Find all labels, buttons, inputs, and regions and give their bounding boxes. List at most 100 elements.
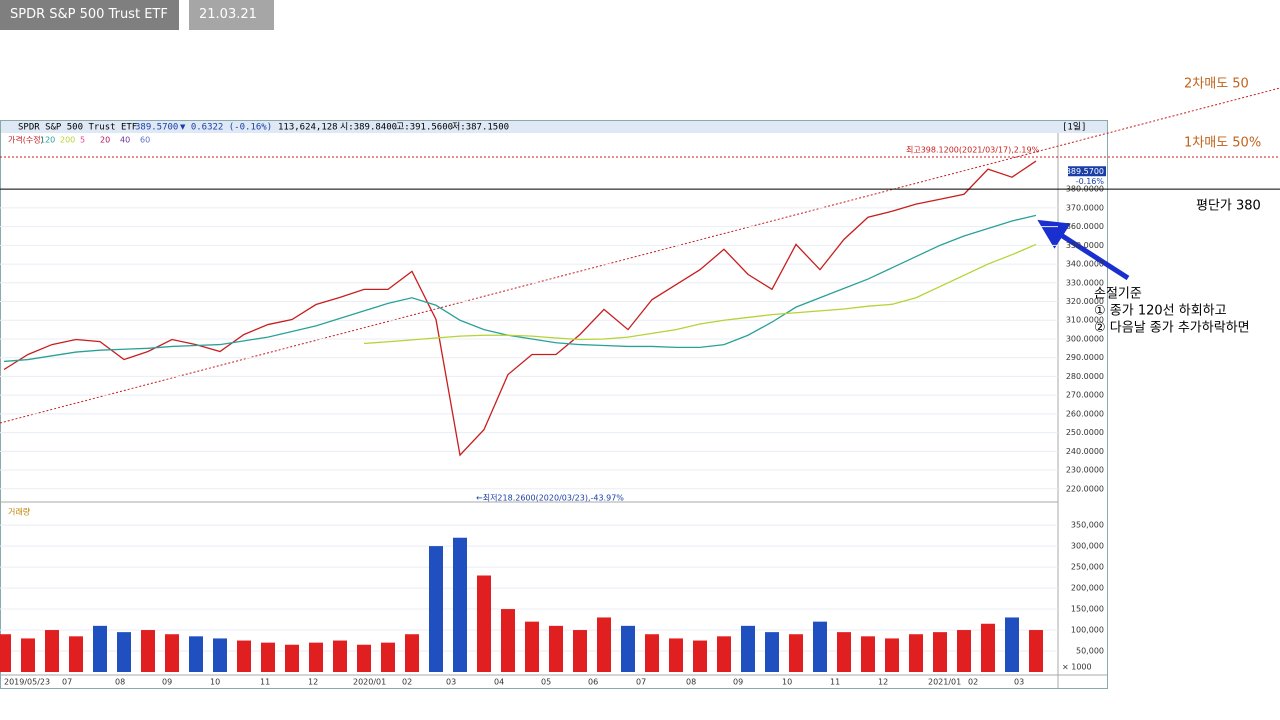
- info-volume: 113,624,128: [278, 123, 338, 133]
- date-tab: 21.03.21일: [189, 0, 274, 52]
- volume-bar: [669, 638, 683, 672]
- y-tick-label: 250.0000: [1066, 428, 1104, 437]
- y-tick-label: 370.0000: [1066, 203, 1104, 212]
- y-tick-label: 230.0000: [1066, 466, 1104, 475]
- y-tick-label: 300,000: [1071, 542, 1104, 551]
- info-high: 고:391.5600: [396, 123, 453, 133]
- y-tick-label: 280.0000: [1066, 372, 1104, 381]
- series-line: [3, 214, 1037, 363]
- legend-entry: 40: [120, 136, 130, 145]
- y-tick-label: 350,000: [1071, 521, 1104, 530]
- last-price: 389.5700: [1066, 167, 1104, 176]
- period[interactable]: [1일]: [1062, 122, 1087, 133]
- volume-bar: [189, 636, 203, 672]
- x-tick-label: 05: [541, 678, 551, 687]
- x-tick-label: 10: [782, 678, 792, 687]
- volume-bar: [885, 638, 899, 672]
- legend-entry: 120: [40, 136, 55, 145]
- volume-bar: [165, 634, 179, 672]
- x-tick-label: 11: [830, 678, 840, 687]
- volume-bar: [501, 609, 515, 672]
- y-tick-label: 250,000: [1071, 563, 1104, 572]
- volume-bar: [21, 638, 35, 672]
- volume-bar: [333, 640, 347, 672]
- arrow: [1037, 219, 1130, 281]
- x-tick-label: 04: [494, 678, 504, 687]
- x-tick-label: 08: [686, 678, 696, 687]
- volume-bar: [597, 617, 611, 672]
- high-note: 최고398.1200(2021/03/17),2.19%: [906, 145, 1040, 155]
- volume-bar: [1005, 617, 1019, 672]
- volume-bar: [645, 634, 659, 672]
- avg-label: 평단가 380: [1196, 199, 1261, 214]
- legend-price: 가격(수정): [8, 135, 44, 145]
- x-tick-label: 12: [308, 678, 318, 687]
- low-note: ←최저218.2600(2020/03/23),-43.97%: [476, 493, 624, 503]
- x-tick-label: 07: [636, 678, 646, 687]
- volume-bar: [93, 625, 107, 672]
- x-tick-label: 2020/01: [353, 678, 386, 687]
- x-tick-label: 10: [210, 678, 220, 687]
- sell2-label: 2차매도 50: [1184, 77, 1249, 92]
- volume-bar: [357, 644, 371, 672]
- x-tick-label: 03: [1014, 678, 1024, 687]
- y-tick-label: 320.0000: [1066, 297, 1104, 306]
- last-price-box: [1068, 166, 1106, 177]
- y-tick-label: 50,000: [1076, 647, 1104, 656]
- volume-bar: [741, 625, 755, 672]
- x-tick-label: 09: [733, 678, 743, 687]
- info-open: 시:389.8400: [340, 122, 397, 133]
- x-tick-label: 02: [968, 678, 978, 687]
- y-tick-label: 240.0000: [1066, 447, 1104, 456]
- info-change: ▼ 0.6322 (-0.16%): [180, 123, 272, 133]
- info-bar: [1, 121, 1107, 133]
- legend-entry: 20: [100, 136, 110, 145]
- y-tick-label: 150,000: [1071, 605, 1104, 614]
- x-tick-label: 07: [62, 678, 72, 687]
- volume-bar: [957, 630, 971, 672]
- volume-bar: [861, 636, 875, 672]
- volume-bar: [1029, 630, 1043, 672]
- sell1-label: 1차매도 50%: [1184, 136, 1261, 151]
- x-tick-label: 06: [588, 678, 598, 687]
- stop-title: 손절기준: [1094, 287, 1142, 302]
- volume-bar: [285, 644, 299, 672]
- volume-bar: [765, 632, 779, 672]
- volume-bar: [0, 634, 11, 672]
- x-tick-label: 09: [162, 678, 172, 687]
- volume-bar: [429, 546, 443, 672]
- volume-bar: [141, 630, 155, 672]
- y-tick-label: 350.0000: [1066, 241, 1104, 250]
- y-tick-label: 100,000: [1071, 626, 1104, 635]
- stop-1: ① 종가 120선 하회하고: [1094, 304, 1227, 319]
- x-tick-label: 11: [260, 678, 270, 687]
- volume-bar: [981, 623, 995, 672]
- volume-bar: [789, 634, 803, 672]
- volume-bar: [933, 632, 947, 672]
- volume-bar: [117, 632, 131, 672]
- y-tick-label: 270.0000: [1066, 391, 1104, 400]
- y-tick-label: 360.0000: [1066, 222, 1104, 231]
- stop-2: ② 다음날 종가 추가하락하면: [1094, 321, 1250, 336]
- series-line: [3, 160, 1037, 457]
- info-name: SPDR S&P 500 Trust ETF: [18, 123, 137, 133]
- trend-line: [0, 87, 1280, 424]
- y-tick-label: 310.0000: [1066, 316, 1104, 325]
- volume-bar: [813, 621, 827, 672]
- panel: [0, 120, 1108, 689]
- volume-bar: [837, 632, 851, 672]
- volume-bar: [237, 640, 251, 672]
- x-tick-label: 2019/05/23: [4, 678, 50, 687]
- volume-bar: [45, 630, 59, 672]
- volume-bar: [717, 636, 731, 672]
- volume-bar: [549, 625, 563, 672]
- y-tick-label: 340.0000: [1066, 260, 1104, 269]
- y-tick-label: 300.0000: [1066, 334, 1104, 343]
- legend-entry: 5: [80, 136, 85, 145]
- volume-bar: [621, 625, 635, 672]
- volume-bar: [573, 630, 587, 672]
- volume-bar: [693, 640, 707, 672]
- volume-bar: [453, 537, 467, 672]
